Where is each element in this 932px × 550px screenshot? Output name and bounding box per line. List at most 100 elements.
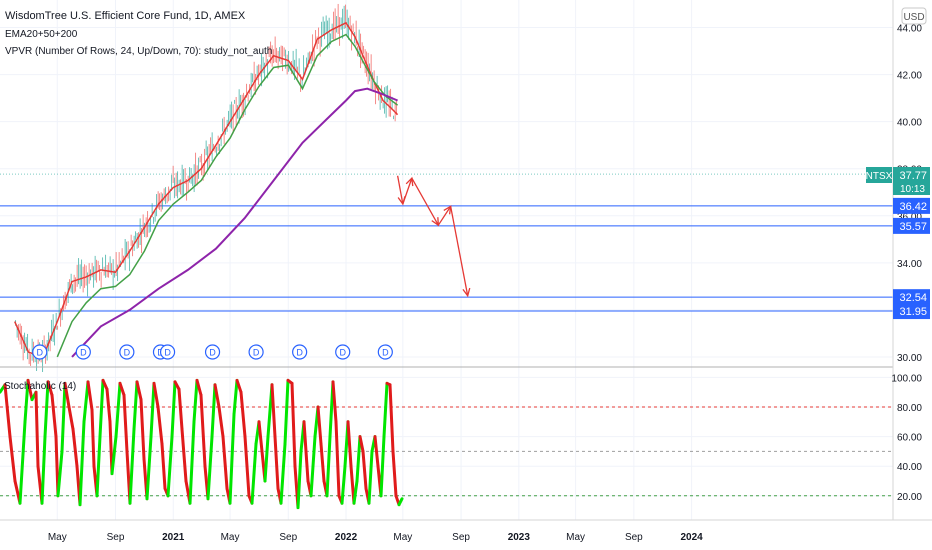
vpvr-legend[interactable]: VPVR (Number Of Rows, 24, Up/Down, 70): … <box>5 46 272 57</box>
stoch-segment <box>71 427 79 468</box>
stoch-segment <box>188 420 196 505</box>
price-tick-label: 30.00 <box>897 353 922 364</box>
dividend-marker[interactable] <box>292 344 308 360</box>
stoch-segment <box>283 378 290 446</box>
stoch-legend[interactable]: Stochaholic (14) <box>4 381 76 392</box>
level-tag <box>893 217 930 234</box>
dividend-marker-label: D <box>124 348 131 358</box>
dividend-marker-label: D <box>339 348 346 358</box>
projection-arrow-segment <box>411 177 439 226</box>
price-tick-label: 36.00 <box>897 212 922 223</box>
stoch-segment <box>105 387 112 424</box>
dividend-marker[interactable] <box>119 344 135 360</box>
stoch-segment <box>243 435 251 498</box>
stoch-segment <box>382 381 389 439</box>
dividend-marker-label: D <box>253 348 260 358</box>
time-axis[interactable]: May Sep 2021 May Sep 2022 May Sep 2023 May Sep 2024 <box>48 532 703 543</box>
stoch-levels <box>0 406 893 497</box>
stoch-axis[interactable]: 20.00 40.00 60.00 80.00 100.00 <box>891 373 922 502</box>
stoch-segment <box>391 449 398 498</box>
dividend-markers[interactable]: DDDDDDDDDD <box>32 344 393 360</box>
last-price-label: 37.77 <box>899 170 927 182</box>
stoch-segment <box>334 420 341 498</box>
stoch-segment <box>95 435 102 498</box>
stoch-segment <box>239 390 247 439</box>
projection-arrows[interactable] <box>396 175 471 298</box>
time-tick-label: 2021 <box>162 532 185 543</box>
dividend-marker-label: D <box>80 348 87 358</box>
dividend-marker[interactable] <box>377 344 393 360</box>
ticker-tag <box>866 167 892 183</box>
dividend-marker[interactable] <box>248 344 264 360</box>
stoch-segment <box>8 435 17 483</box>
price-tick-label: 34.00 <box>897 259 922 270</box>
stoch-segment <box>149 381 156 439</box>
dividend-marker[interactable] <box>159 344 176 360</box>
stoch-segment <box>145 435 153 501</box>
dividend-marker-label: D <box>296 348 303 358</box>
stoch-segment <box>361 449 368 490</box>
stoch-segment <box>139 398 146 461</box>
stoch-tick-label: 80.00 <box>897 403 922 414</box>
stoch-segment <box>180 427 188 483</box>
dividend-marker[interactable] <box>32 344 48 360</box>
stoch-segment <box>101 378 109 391</box>
last-price-tag <box>893 167 930 195</box>
stoch-segment <box>67 405 75 431</box>
stoch-segment <box>340 464 347 505</box>
dividend-marker[interactable] <box>204 344 221 360</box>
countdown-label: 10:13 <box>900 184 925 195</box>
currency-label: USD <box>903 12 924 23</box>
stoch-segment <box>352 479 359 505</box>
ema200-line <box>71 87 398 358</box>
symbol-title[interactable]: WisdomTree U.S. Efficient Core Fund, 1D,… <box>5 10 246 22</box>
projection-arrow-head <box>462 287 471 298</box>
time-tick-label: Sep <box>107 532 125 543</box>
price-tick-label: 40.00 <box>897 118 922 129</box>
dividend-marker[interactable] <box>335 344 351 360</box>
stoch-segment <box>63 381 71 409</box>
stoch-segment <box>199 393 207 468</box>
stoch-segment <box>98 378 105 439</box>
stoch-segment <box>279 442 287 505</box>
ema-lines <box>14 21 399 358</box>
stoch-segment <box>23 378 30 424</box>
projection-arrow-segment <box>450 206 469 296</box>
ema-legend[interactable]: EMA20+50+200 <box>5 29 78 40</box>
currency-badge[interactable] <box>901 7 927 25</box>
stoch-segment <box>82 380 90 424</box>
stoch-segment <box>309 435 317 498</box>
stoch-segment <box>296 449 303 510</box>
stoch-segment <box>325 435 332 498</box>
time-tick-label: Sep <box>452 532 470 543</box>
stoch-segment <box>192 378 199 424</box>
stoch-segment <box>388 383 395 453</box>
stoch-segment <box>110 435 118 476</box>
dividend-marker[interactable] <box>75 344 91 360</box>
stoch-segment <box>273 435 280 490</box>
ticker-label: NTSX <box>866 171 893 182</box>
stoch-segment <box>302 420 310 483</box>
stoch-tick-label: 20.00 <box>897 492 922 503</box>
stoch-segment <box>43 380 50 439</box>
projection-arrow-segment <box>437 205 452 226</box>
stoch-segment <box>90 408 96 468</box>
stoch-segment <box>213 383 221 409</box>
time-tick-label: 2023 <box>508 532 531 543</box>
stoch-segment <box>40 435 47 505</box>
stoch-line <box>0 378 404 510</box>
stoch-segment <box>86 380 94 412</box>
time-tick-label: May <box>566 532 585 543</box>
stoch-segment <box>270 383 277 439</box>
price-tick-label: 42.00 <box>897 71 922 82</box>
stoch-segment <box>177 387 184 431</box>
stoch-segment <box>170 380 177 439</box>
stoch-segment <box>228 412 236 505</box>
stoch-segment <box>3 383 12 439</box>
stoch-tick-label: 100.00 <box>891 373 922 384</box>
level-tag <box>893 197 930 214</box>
projection-arrow-segment <box>396 175 404 205</box>
stoch-segment <box>367 449 374 505</box>
